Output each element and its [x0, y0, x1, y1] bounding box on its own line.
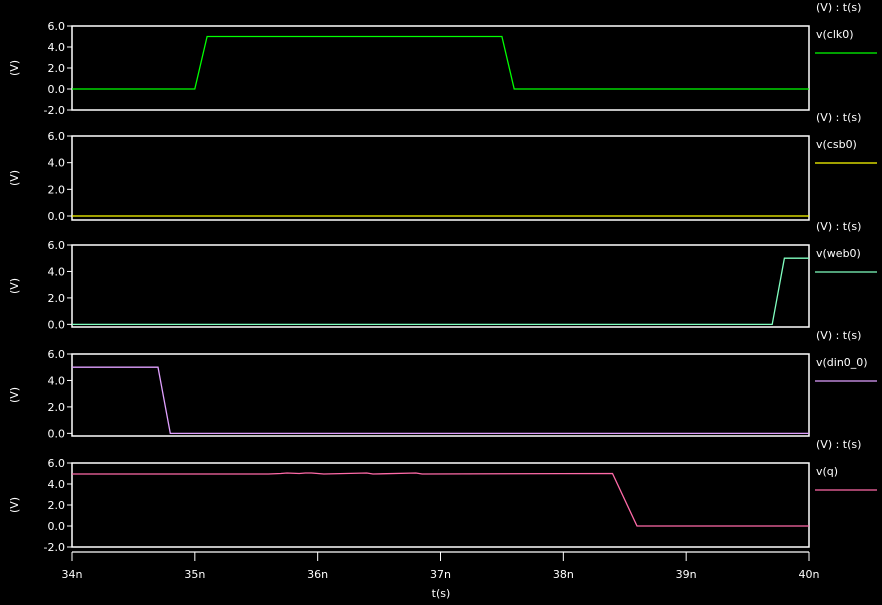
y-tick-label: -2.0 — [44, 541, 65, 554]
legend-header: (V) : t(s) — [816, 438, 861, 451]
panel-v(clk0): 6.0 4.0 2.0 0.0 -2.0 (V) (V) : t(s) v(clk0) — [8, 1, 877, 117]
legend-entry: v(web0) — [816, 247, 861, 260]
panel-v(web0): 6.0 4.0 2.0 0.0 (V) (V) : t(s) v(web0) — [8, 220, 877, 331]
plot-frame — [71, 25, 810, 111]
y-tick-label: 6.0 — [48, 239, 66, 252]
x-tick-label: 38n — [553, 568, 574, 581]
y-tick-label: 2.0 — [48, 183, 66, 196]
legend-entry: v(clk0) — [816, 28, 854, 41]
plot-frame — [71, 135, 810, 221]
plot-frame — [71, 462, 810, 548]
legend-entry: v(csb0) — [816, 138, 857, 151]
x-tick-label: 36n — [307, 568, 328, 581]
y-tick-label: 2.0 — [48, 401, 66, 414]
y-tick-label: 2.0 — [48, 499, 66, 512]
y-tick-label: 4.0 — [48, 478, 66, 491]
y-tick-label: 0.0 — [48, 83, 66, 96]
x-axis: 34n 35n 36n 37n 38n 39n 40n t(s) — [62, 551, 820, 600]
y-tick-label: 4.0 — [48, 265, 66, 278]
y-axis-label: (V) — [8, 387, 21, 403]
legend-entry: v(din0_0) — [816, 356, 868, 369]
panel-v(q): 6.0 4.0 2.0 0.0 -2.0 (V) (V) : t(s) v(q) — [8, 438, 877, 554]
x-tick-label: 37n — [430, 568, 451, 581]
legend-header: (V) : t(s) — [816, 329, 861, 342]
x-tick-label: 40n — [799, 568, 820, 581]
series-line-v(q) — [72, 472, 809, 527]
y-axis-label: (V) — [8, 278, 21, 294]
x-axis-label: t(s) — [432, 587, 451, 600]
y-tick-label: 2.0 — [48, 62, 66, 75]
y-tick-label: 6.0 — [48, 348, 66, 361]
x-tick-label: 34n — [62, 568, 83, 581]
legend-entry: v(q) — [816, 465, 838, 478]
y-tick-label: 0.0 — [48, 318, 66, 331]
panel-v(csb0): 6.0 4.0 2.0 0.0 (V) (V) : t(s) v(csb0) — [8, 111, 877, 223]
y-tick-label: 6.0 — [48, 457, 66, 470]
series-line-v(clk0) — [72, 35, 809, 90]
panel-v(din0_0): 6.0 4.0 2.0 0.0 (V) (V) : t(s) v(din0_0) — [8, 329, 877, 440]
legend-header: (V) : t(s) — [816, 220, 861, 233]
y-axis-label: (V) — [8, 60, 21, 76]
y-axis-label: (V) — [8, 170, 21, 186]
y-tick-label: 2.0 — [48, 292, 66, 305]
plot-frame — [71, 244, 810, 328]
y-tick-label: 0.0 — [48, 520, 66, 533]
x-tick-label: 39n — [676, 568, 697, 581]
x-tick-label: 35n — [184, 568, 205, 581]
y-tick-label: 4.0 — [48, 41, 66, 54]
series-line-v(din0_0) — [72, 366, 809, 435]
y-tick-label: 6.0 — [48, 20, 66, 33]
y-tick-label: 6.0 — [48, 130, 66, 143]
y-tick-label: 4.0 — [48, 157, 66, 170]
legend-header: (V) : t(s) — [816, 111, 861, 124]
y-tick-label: -2.0 — [44, 104, 65, 117]
plot-frame — [71, 353, 810, 437]
y-tick-label: 0.0 — [48, 427, 66, 440]
y-axis-label: (V) — [8, 497, 21, 513]
y-tick-label: 0.0 — [48, 210, 66, 223]
y-tick-label: 4.0 — [48, 374, 66, 387]
series-line-v(web0) — [72, 257, 809, 326]
legend-header: (V) : t(s) — [816, 1, 861, 14]
